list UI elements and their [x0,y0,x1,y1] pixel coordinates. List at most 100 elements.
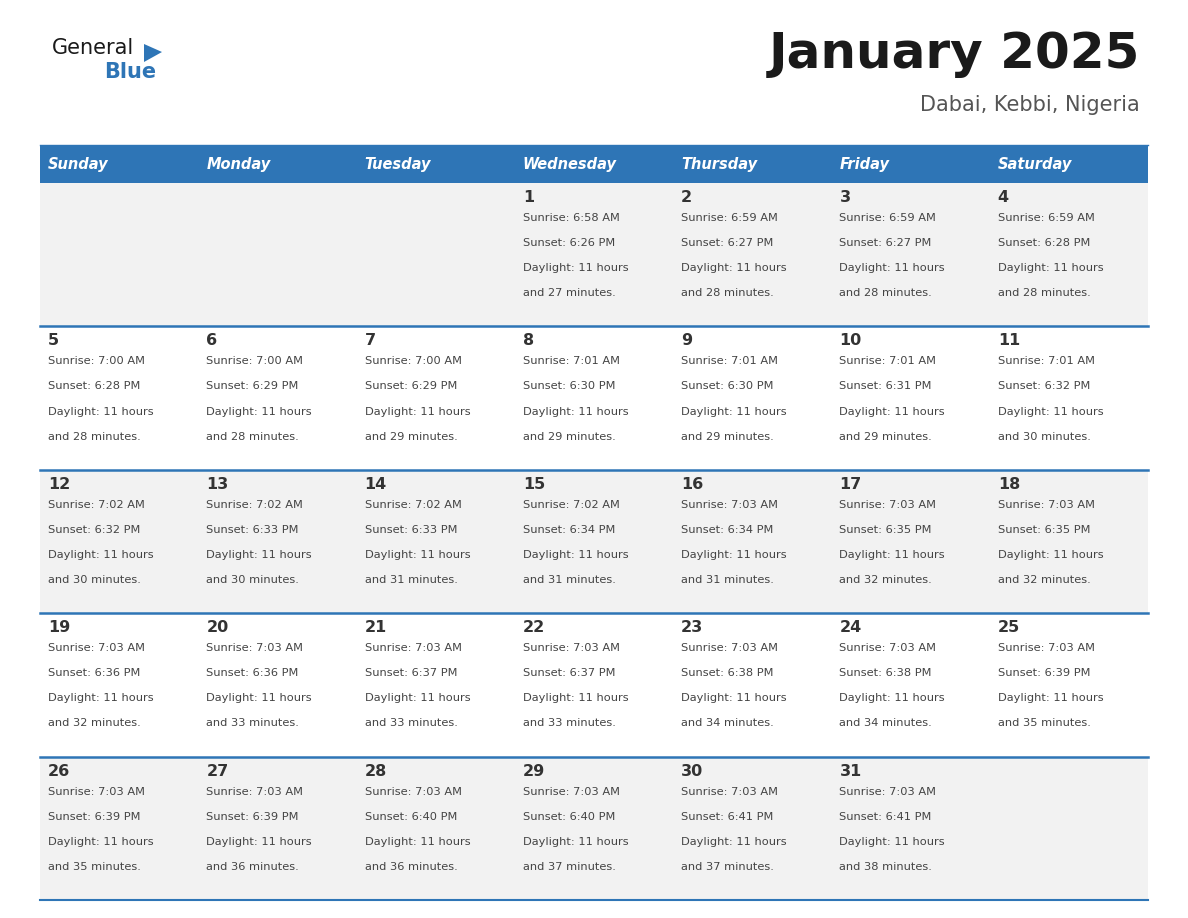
Text: Daylight: 11 hours: Daylight: 11 hours [681,837,786,846]
Text: Sunset: 6:37 PM: Sunset: 6:37 PM [523,668,615,678]
Text: Sunset: 6:38 PM: Sunset: 6:38 PM [840,668,931,678]
Text: 28: 28 [365,764,387,778]
Text: 9: 9 [681,333,693,349]
Text: and 34 minutes.: and 34 minutes. [681,719,773,729]
Text: Sunrise: 7:03 AM: Sunrise: 7:03 AM [681,644,778,654]
Text: and 38 minutes.: and 38 minutes. [840,862,933,872]
Text: Sunrise: 7:01 AM: Sunrise: 7:01 AM [523,356,620,366]
Text: Sunset: 6:30 PM: Sunset: 6:30 PM [681,382,773,391]
Text: Daylight: 11 hours: Daylight: 11 hours [48,550,153,560]
Text: Sunrise: 7:03 AM: Sunrise: 7:03 AM [365,644,462,654]
Text: Daylight: 11 hours: Daylight: 11 hours [998,550,1104,560]
Text: Sunset: 6:34 PM: Sunset: 6:34 PM [681,525,773,535]
Text: Sunday: Sunday [48,156,108,172]
Text: Daylight: 11 hours: Daylight: 11 hours [365,693,470,703]
Text: Thursday: Thursday [681,156,757,172]
Text: January 2025: January 2025 [769,30,1140,78]
Text: 4: 4 [998,190,1009,205]
Text: 2: 2 [681,190,693,205]
Text: Daylight: 11 hours: Daylight: 11 hours [207,693,312,703]
Text: Sunset: 6:34 PM: Sunset: 6:34 PM [523,525,615,535]
Text: Daylight: 11 hours: Daylight: 11 hours [523,407,628,417]
Text: Daylight: 11 hours: Daylight: 11 hours [523,693,628,703]
Text: and 29 minutes.: and 29 minutes. [681,431,773,442]
Text: 31: 31 [840,764,861,778]
Text: Daylight: 11 hours: Daylight: 11 hours [48,407,153,417]
Text: Sunrise: 6:59 AM: Sunrise: 6:59 AM [998,213,1094,223]
Text: Daylight: 11 hours: Daylight: 11 hours [840,550,944,560]
Text: Sunset: 6:33 PM: Sunset: 6:33 PM [365,525,457,535]
Text: Daylight: 11 hours: Daylight: 11 hours [998,693,1104,703]
Text: Saturday: Saturday [998,156,1072,172]
Text: Sunset: 6:32 PM: Sunset: 6:32 PM [48,525,140,535]
Text: 30: 30 [681,764,703,778]
Text: and 37 minutes.: and 37 minutes. [681,862,775,872]
Text: Sunrise: 7:03 AM: Sunrise: 7:03 AM [207,787,303,797]
Bar [990,145,1148,183]
Text: Daylight: 11 hours: Daylight: 11 hours [207,407,312,417]
Text: Sunrise: 7:01 AM: Sunrise: 7:01 AM [681,356,778,366]
Text: and 27 minutes.: and 27 minutes. [523,288,615,298]
Text: Sunset: 6:40 PM: Sunset: 6:40 PM [523,812,615,822]
Polygon shape [144,44,162,62]
Text: 16: 16 [681,476,703,492]
Text: 24: 24 [840,621,861,635]
Text: 26: 26 [48,764,70,778]
Bar [356,145,514,183]
Text: Sunrise: 7:03 AM: Sunrise: 7:03 AM [207,644,303,654]
Text: Daylight: 11 hours: Daylight: 11 hours [48,693,153,703]
Text: and 31 minutes.: and 31 minutes. [365,575,457,585]
Text: and 28 minutes.: and 28 minutes. [840,288,933,298]
Text: and 35 minutes.: and 35 minutes. [998,719,1091,729]
Text: Sunset: 6:41 PM: Sunset: 6:41 PM [840,812,931,822]
Text: and 37 minutes.: and 37 minutes. [523,862,615,872]
Bar [198,145,356,183]
Text: Sunset: 6:30 PM: Sunset: 6:30 PM [523,382,615,391]
Text: and 32 minutes.: and 32 minutes. [48,719,140,729]
Text: Sunset: 6:39 PM: Sunset: 6:39 PM [207,812,299,822]
Text: Sunrise: 7:00 AM: Sunrise: 7:00 AM [48,356,145,366]
Text: and 28 minutes.: and 28 minutes. [48,431,140,442]
Text: and 33 minutes.: and 33 minutes. [207,719,299,729]
Text: Sunset: 6:40 PM: Sunset: 6:40 PM [365,812,457,822]
Text: and 28 minutes.: and 28 minutes. [681,288,773,298]
Text: Sunrise: 6:59 AM: Sunrise: 6:59 AM [840,213,936,223]
Text: Sunrise: 7:03 AM: Sunrise: 7:03 AM [365,787,462,797]
Text: and 36 minutes.: and 36 minutes. [365,862,457,872]
Text: Sunrise: 7:03 AM: Sunrise: 7:03 AM [48,787,145,797]
Text: and 33 minutes.: and 33 minutes. [523,719,615,729]
Text: Sunset: 6:27 PM: Sunset: 6:27 PM [681,238,773,248]
Bar [674,145,832,183]
Text: 1: 1 [523,190,533,205]
Text: Sunset: 6:38 PM: Sunset: 6:38 PM [681,668,773,678]
Bar [40,183,1148,327]
Text: Sunset: 6:26 PM: Sunset: 6:26 PM [523,238,615,248]
Text: and 29 minutes.: and 29 minutes. [365,431,457,442]
Text: 20: 20 [207,621,228,635]
Text: Sunset: 6:33 PM: Sunset: 6:33 PM [207,525,299,535]
Text: Dabai, Kebbi, Nigeria: Dabai, Kebbi, Nigeria [921,95,1140,115]
Text: Daylight: 11 hours: Daylight: 11 hours [840,407,944,417]
Text: Sunrise: 6:59 AM: Sunrise: 6:59 AM [681,213,778,223]
Text: Daylight: 11 hours: Daylight: 11 hours [681,407,786,417]
Text: Sunrise: 7:03 AM: Sunrise: 7:03 AM [681,499,778,509]
Text: 19: 19 [48,621,70,635]
Text: 18: 18 [998,476,1020,492]
Text: Daylight: 11 hours: Daylight: 11 hours [523,837,628,846]
Text: 11: 11 [998,333,1020,349]
Text: Sunset: 6:39 PM: Sunset: 6:39 PM [48,812,140,822]
Text: 29: 29 [523,764,545,778]
Text: Daylight: 11 hours: Daylight: 11 hours [998,407,1104,417]
Text: Sunrise: 7:03 AM: Sunrise: 7:03 AM [681,787,778,797]
Text: Sunrise: 7:01 AM: Sunrise: 7:01 AM [998,356,1094,366]
Text: Daylight: 11 hours: Daylight: 11 hours [207,837,312,846]
Text: Sunrise: 7:03 AM: Sunrise: 7:03 AM [840,787,936,797]
Text: and 31 minutes.: and 31 minutes. [681,575,775,585]
Bar [514,145,674,183]
Text: Daylight: 11 hours: Daylight: 11 hours [840,693,944,703]
Text: Wednesday: Wednesday [523,156,617,172]
Text: and 30 minutes.: and 30 minutes. [998,431,1091,442]
Text: 27: 27 [207,764,228,778]
Text: Sunset: 6:29 PM: Sunset: 6:29 PM [207,382,298,391]
Text: Sunrise: 7:02 AM: Sunrise: 7:02 AM [523,499,620,509]
